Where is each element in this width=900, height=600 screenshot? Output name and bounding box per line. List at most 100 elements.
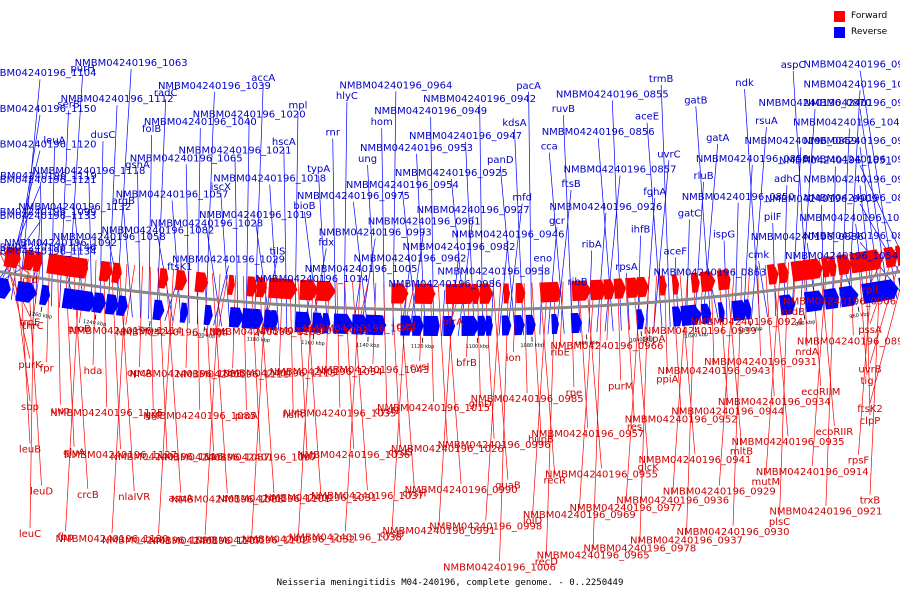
connector-line <box>289 279 294 410</box>
connector-line <box>343 101 348 334</box>
tick-label: 1020 kbp <box>684 332 708 340</box>
reverse-gene-label-106: NMBM04240196_1041 <box>793 117 900 128</box>
reverse-gene-label-30: NMBM04240196_1028 <box>150 218 263 229</box>
reverse-gene-24 <box>333 313 354 335</box>
tick-mark <box>149 321 151 327</box>
tick-label: 1040 kbp <box>630 336 654 344</box>
reverse-gene-9 <box>92 292 107 314</box>
legend-forward-label: Forward <box>851 11 888 21</box>
reverse-gene-25 <box>351 314 369 335</box>
connector-line <box>586 280 602 469</box>
forward-gene-label-41: NMBM04240196_1031 <box>264 493 377 504</box>
reverse-gene-label-108: NMBM04240196_1054 <box>785 251 898 262</box>
reverse-gene-41 <box>636 309 645 330</box>
connector-line <box>653 275 657 333</box>
forward-gene-label-7: thrC <box>22 321 43 332</box>
reverse-gene-label-107: NMBM04240196_1044 <box>804 79 900 90</box>
reverse-gene-label-27: NMBM04240196_1040 <box>144 117 257 128</box>
reverse-gene-label-104: NMBM04240196_0909 <box>765 194 878 205</box>
forward-gene-label-110: NMBM04240196_0906 <box>783 297 896 308</box>
forward-gene-label-112: tig <box>861 376 874 387</box>
connector-line <box>859 108 890 300</box>
forward-gene-label-13: proB <box>68 324 91 335</box>
reverse-gene-label-84: aceE <box>635 112 659 123</box>
reverse-gene-label-111: NMBM04240196_0968 <box>804 136 900 147</box>
reverse-gene-label-97: cmk <box>748 250 769 261</box>
forward-gene-label-31: lgt <box>212 328 225 339</box>
connector-line <box>18 248 31 444</box>
reverse-gene-12 <box>152 299 165 321</box>
legend-reverse-label: Reverse <box>851 27 888 37</box>
connector-line <box>570 281 575 388</box>
forward-gene-59 <box>883 246 898 268</box>
connector-line <box>555 189 572 334</box>
reverse-gene-label-6: NMBM04240196_1146 <box>0 243 96 254</box>
genome-caption: Neisseria meningitidis M04-240196, compl… <box>276 578 624 588</box>
connector-line <box>206 229 223 327</box>
reverse-gene-label-25: NMBM04240196_1057 <box>116 190 229 201</box>
forward-gene-23 <box>315 280 336 302</box>
connector-line <box>783 185 788 316</box>
reverse-gene-label-28: NMBM04240196_1039 <box>158 81 271 92</box>
connector-line <box>848 90 861 307</box>
connector-line <box>258 277 275 494</box>
connector-line <box>532 282 548 516</box>
forward-gene-label-54: cysD <box>380 530 405 541</box>
connector-line <box>869 287 900 404</box>
forward-gene-label-64: NMBM04240196_0996 <box>438 440 551 451</box>
reverse-gene-label-46: NMBM04240196_1005 <box>305 264 418 275</box>
reverse-gene-label-32: NMBM04240196_1021 <box>178 146 291 157</box>
connector-line <box>765 263 782 477</box>
connector-line <box>294 111 299 332</box>
connector-line <box>718 268 735 486</box>
forward-gene-label-28: NMBM04240196_1087 <box>157 453 270 464</box>
forward-gene-label-40: ilvD <box>297 452 316 463</box>
reverse-gene-label-39: mpl <box>289 101 308 112</box>
legend-reverse: Reverse <box>834 24 894 40</box>
reverse-gene-21 <box>301 311 311 333</box>
connector-line <box>758 261 768 318</box>
reverse-gene-label-88: rluB <box>694 171 714 182</box>
reverse-gene-label-44: rnr <box>326 128 341 139</box>
forward-gene-label-97: NMBM04240196_0930 <box>677 527 790 538</box>
reverse-swatch <box>834 26 845 38</box>
connector-line <box>171 200 182 323</box>
forward-gene-label-19: NMBM04240196_1114 <box>69 326 182 337</box>
reverse-gene-label-60: NMBM04240196_0925 <box>395 168 508 179</box>
forward-gene-label-85: NMBM04240196_0978 <box>583 543 696 554</box>
forward-gene-31 <box>479 283 494 304</box>
connector-line <box>744 89 760 319</box>
forward-gene-label-39: hslR <box>282 410 303 421</box>
connector-line <box>383 283 388 406</box>
reverse-gene-label-3: NMBM04240196_1120 <box>0 140 96 151</box>
forward-gene-label-99: NMBM04240196_0931 <box>704 357 817 368</box>
connector-line <box>408 227 425 336</box>
forward-gene-label-89: NMBM04240196_0941 <box>638 455 751 466</box>
forward-gene-label-80: NMBM04240196_0966 <box>550 341 663 352</box>
reverse-gene-label-90: gatB <box>684 95 707 106</box>
forward-gene-label-57: NMBM04240196_1015 <box>377 403 490 414</box>
forward-gene-label-50: NMBM04240196_1043 <box>316 365 429 376</box>
reverse-gene-label-4: NMBM04240196_1150 <box>0 104 96 115</box>
forward-gene-label-4: leuB <box>19 444 41 455</box>
tick-mark <box>40 306 43 312</box>
reverse-gene-label-26: NMBM04240196_1065 <box>130 153 243 164</box>
forward-gene-label-118: uvrB <box>858 365 881 376</box>
tick-label: 980 kbp <box>795 319 816 328</box>
forward-gene-10 <box>98 260 113 282</box>
connector-line <box>99 141 104 314</box>
reverse-gene-label-112: NMBM04240196_0903 <box>804 98 900 109</box>
tick-label: 1200 kbp <box>192 332 216 340</box>
reverse-gene-39 <box>551 313 559 335</box>
forward-gene-48 <box>766 264 779 285</box>
reverse-gene-35 <box>485 315 493 336</box>
forward-gene-39 <box>613 278 626 299</box>
reverse-gene-label-59: NMBM04240196_0927 <box>417 205 530 216</box>
forward-gene-label-53: cysH <box>402 489 426 500</box>
forward-gene-label-88: NMBM04240196_0952 <box>625 415 738 426</box>
reverse-gene-label-20: gshA <box>125 160 150 171</box>
reverse-gene-label-76: NMBM04240196_0926 <box>549 202 662 213</box>
forward-gene-30 <box>472 283 480 304</box>
